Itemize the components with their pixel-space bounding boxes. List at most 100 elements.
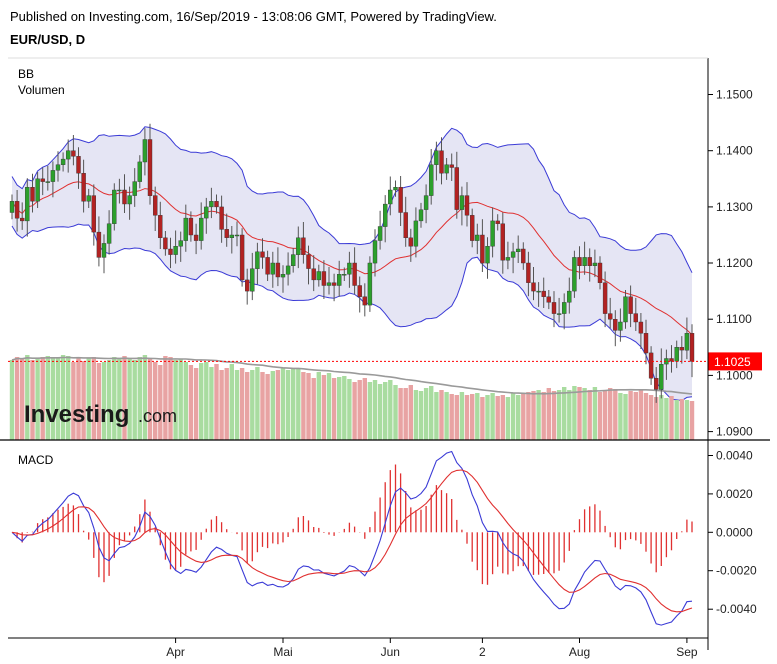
volume-bar: [556, 390, 562, 440]
candle-bear: [643, 333, 649, 354]
volume-bar: [490, 393, 495, 440]
volume-bar: [142, 355, 148, 440]
candle-bull: [45, 181, 50, 183]
volume-bar: [413, 390, 419, 440]
volume-bar: [255, 367, 260, 440]
volume-bar: [30, 360, 35, 440]
x-tick-label: Mai: [273, 645, 292, 659]
candle-bear: [454, 167, 459, 210]
volume-bar: [505, 397, 511, 440]
x-tick-label: 2: [479, 645, 486, 659]
volume-bar: [510, 393, 516, 440]
price-tick-label: 1.1500: [716, 88, 753, 102]
candle-bear: [597, 262, 603, 283]
candle-bear: [219, 206, 224, 230]
volume-bar: [372, 380, 378, 440]
volume-bar: [352, 382, 357, 440]
candles-layer: 1.1025: [8, 123, 762, 403]
volume-bar: [449, 394, 454, 440]
volume-bar: [9, 360, 15, 440]
candle-bull: [183, 217, 189, 241]
candle-bear: [357, 285, 362, 297]
volume-bar: [265, 374, 270, 440]
volume-bar: [689, 401, 695, 440]
candle-bear: [608, 313, 613, 320]
volume-bar: [183, 362, 188, 440]
candle-bear: [96, 231, 102, 258]
candle-bull: [475, 234, 480, 241]
volume-bar: [66, 356, 71, 440]
candle-bear: [81, 172, 86, 202]
volume-bar: [147, 359, 153, 440]
candle-bull: [459, 195, 465, 210]
volume-bar: [521, 394, 526, 440]
price-tick-label: 1.0900: [716, 425, 753, 439]
volume-bar: [362, 378, 367, 440]
volume-bar: [551, 391, 557, 440]
candle-bear: [602, 282, 608, 314]
volume-bar: [311, 378, 316, 440]
volume-bar: [199, 363, 204, 440]
x-tick-label: Sep: [676, 645, 698, 659]
volume-bar: [101, 362, 107, 440]
candle-bull: [25, 186, 30, 222]
volume-bar: [669, 396, 674, 440]
volume-bar: [541, 392, 546, 440]
volume-bar: [35, 358, 40, 440]
bollinger-upper-line: [11, 126, 693, 273]
candle-bull: [101, 243, 107, 258]
candle-bear: [311, 268, 316, 281]
volume-bar: [260, 372, 265, 440]
candle-bull: [684, 333, 690, 351]
last-price-label: 1.1025: [714, 355, 751, 369]
candle-bear: [628, 296, 633, 314]
candle-bull: [444, 164, 449, 174]
volume-bar: [587, 390, 592, 440]
candle-bear: [654, 378, 659, 390]
volume-bar: [633, 392, 638, 440]
candle-bear: [500, 223, 505, 261]
volume-bar: [137, 357, 142, 440]
candle-bear: [91, 195, 97, 233]
candle-bull: [674, 347, 679, 362]
volume-bar: [377, 384, 383, 440]
volume-bar: [275, 370, 281, 440]
candle-bull: [234, 234, 240, 237]
candle-bull: [377, 226, 383, 241]
volume-bar: [234, 370, 240, 440]
volume-bar: [106, 360, 112, 440]
candle-bear: [352, 262, 357, 286]
volume-bar: [398, 388, 403, 440]
volume-bar: [331, 378, 337, 440]
volume-bar: [623, 394, 628, 440]
volume-bar: [326, 373, 332, 440]
volume-bar: [321, 375, 327, 440]
candle-bull: [270, 262, 275, 275]
volume-bar: [342, 376, 347, 440]
volume-bar: [285, 370, 291, 440]
candle-bear: [648, 352, 654, 379]
candle-bull: [510, 251, 516, 258]
volume-bar: [337, 377, 342, 440]
candle-bull: [383, 203, 388, 227]
macd-line: [11, 450, 693, 626]
volume-bar: [526, 392, 531, 440]
volume-bar: [178, 359, 183, 440]
x-tick-label: Apr: [166, 645, 185, 659]
x-tick-label: Jun: [381, 645, 400, 659]
volume-bar: [654, 397, 659, 440]
volume-bar: [531, 391, 536, 440]
candle-bull: [347, 262, 352, 275]
candle-bear: [152, 195, 158, 216]
candle-bear: [71, 150, 76, 157]
volume-bar: [383, 382, 388, 440]
candle-bull: [623, 296, 628, 323]
candle-bull: [418, 209, 424, 222]
volume-bar: [209, 367, 214, 440]
volume-bar: [418, 391, 424, 440]
candle-bull: [255, 251, 260, 269]
candle-bear: [193, 234, 199, 241]
volume-bar: [567, 390, 572, 440]
candle-bear: [526, 262, 531, 283]
